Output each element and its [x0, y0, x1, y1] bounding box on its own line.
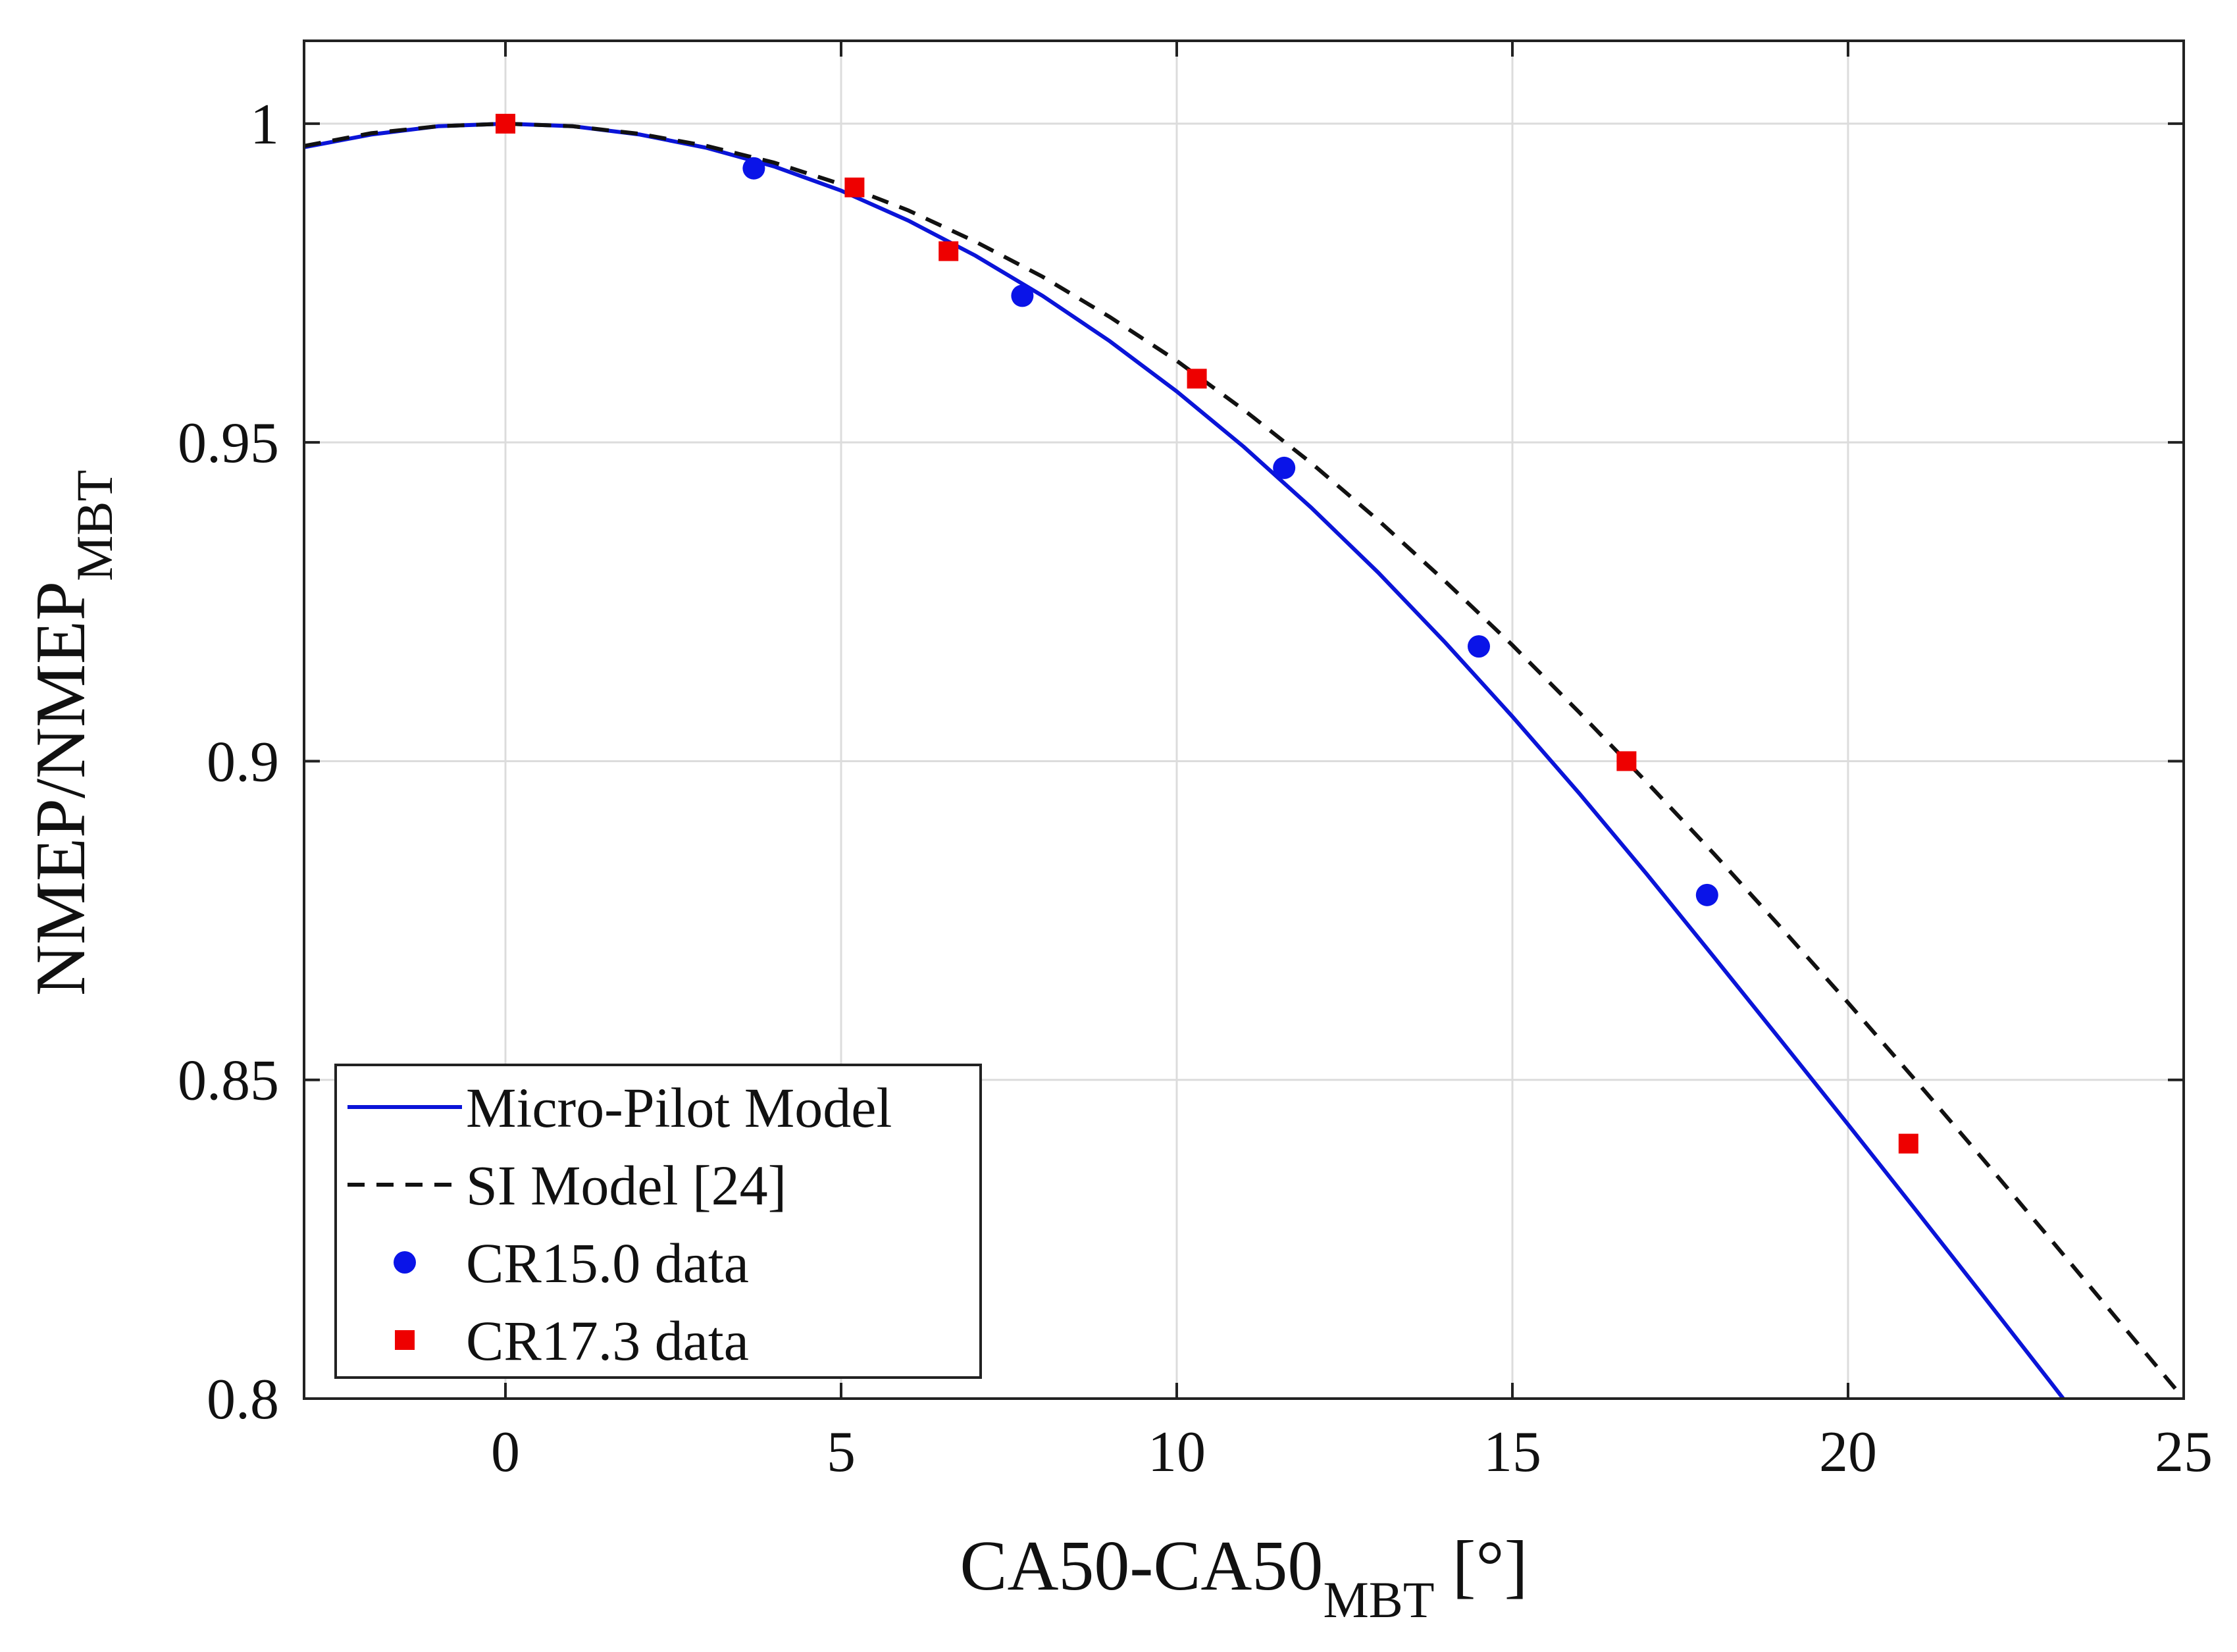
y-axis-title-subscript: MBT	[66, 470, 123, 581]
x-axis-title: CA50-CA50MBT [°]	[960, 1527, 1528, 1628]
x-tick-label: 20	[1819, 1420, 1877, 1484]
data-point-cr17-3-data	[496, 113, 515, 134]
axis-titles: CA50-CA50MBT [°]NMEP/NMEPMBT	[22, 470, 1528, 1628]
data-point-cr15-0-data	[1011, 284, 1034, 307]
legend-swatch-cr17-3-data	[395, 1330, 415, 1350]
legend-swatch-cr15-0-data	[394, 1251, 416, 1274]
x-tick-label: 10	[1148, 1420, 1206, 1484]
data-point-cr17-3-data	[1898, 1133, 1918, 1154]
y-tick-label: 0.95	[178, 411, 279, 475]
data-point-cr17-3-data	[1187, 369, 1207, 389]
data-point-cr17-3-data	[844, 177, 865, 197]
legend-label-si-model-24: SI Model [24]	[466, 1154, 786, 1217]
x-tick-label: 5	[827, 1420, 856, 1484]
legend-label-cr17-3-data: CR17.3 data	[466, 1309, 749, 1372]
plot-series	[304, 113, 2184, 1399]
y-tick-label: 0.85	[178, 1049, 279, 1113]
data-point-cr15-0-data	[1468, 635, 1490, 658]
x-tick-label: 0	[491, 1420, 520, 1484]
y-tick-label: 0.8	[207, 1368, 279, 1432]
data-point-cr17-3-data	[1616, 751, 1637, 771]
x-tick-label: 15	[1483, 1420, 1541, 1484]
y-tick-label: 0.9	[207, 730, 279, 794]
x-tick-label: 25	[2155, 1420, 2213, 1484]
legend-label-cr15-0-data: CR15.0 data	[466, 1231, 749, 1295]
axis-ticks: 0 5 10 15 20 25 0.8 0.85 0.9 0.95 1	[178, 41, 2213, 1484]
y-axis-title-main: NMEP/NMEP	[22, 581, 100, 996]
series-line-micro-pilot-model	[304, 121, 2066, 1399]
legend: Micro-Pilot Model SI Model [24] CR15.0 dat…	[334, 1064, 982, 1379]
plot-frame	[303, 39, 2185, 1400]
y-tick-label: 1	[250, 93, 279, 157]
data-point-cr17-3-data	[939, 241, 959, 261]
legend-label-micro-pilot-model: Micro-Pilot Model	[466, 1076, 892, 1139]
x-axis-title-subscript: MBT	[1323, 1571, 1434, 1628]
legend-box	[334, 1064, 982, 1379]
series-line-si-model-24	[304, 121, 2184, 1399]
data-point-cr15-0-data	[742, 157, 765, 180]
y-axis-title: NMEP/NMEPMBT	[22, 470, 123, 996]
x-axis-title-main: CA50-CA50	[960, 1527, 1323, 1605]
x-axis-title-unit: [°]	[1434, 1527, 1528, 1605]
data-point-cr15-0-data	[1273, 456, 1296, 479]
data-point-cr15-0-data	[1695, 883, 1718, 906]
